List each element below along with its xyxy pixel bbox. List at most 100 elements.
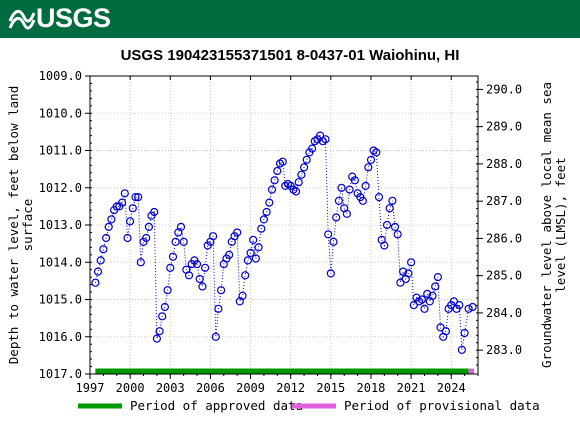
data-point-86 xyxy=(321,135,330,144)
data-point-3 xyxy=(99,245,108,254)
data-point-15 xyxy=(131,193,140,202)
data-point-115 xyxy=(399,267,408,276)
y-right-tick-label-7: 283.0 xyxy=(486,343,522,357)
groundwater-chart: USGS 190423155371501 8-0437-01 Waiohinu,… xyxy=(6,47,568,413)
data-point-13 xyxy=(126,217,135,226)
usgs-logo-text: USGS xyxy=(36,3,111,33)
x-tick-label-9: 2024 xyxy=(437,381,466,395)
y-left-tick-label-7: 1016.0 xyxy=(39,330,82,344)
data-point-102 xyxy=(364,163,373,172)
data-point-2 xyxy=(96,256,105,265)
data-point-105 xyxy=(372,148,381,157)
data-point-124 xyxy=(423,289,432,298)
data-point-59 xyxy=(249,235,258,244)
data-point-118 xyxy=(407,258,416,267)
data-point-41 xyxy=(201,263,210,272)
data-point-55 xyxy=(238,291,247,300)
y-left-tick-label-8: 1017.0 xyxy=(39,367,82,381)
data-point-140 xyxy=(468,302,477,312)
data-point-35 xyxy=(184,271,194,280)
data-point-95 xyxy=(345,185,354,194)
data-point-66 xyxy=(267,185,277,194)
data-point-136 xyxy=(455,301,464,310)
data-point-112 xyxy=(390,222,400,231)
data-point-76 xyxy=(294,178,303,187)
y-left-tick-label-1: 1010.0 xyxy=(39,106,82,120)
x-tick-label-7: 2018 xyxy=(357,381,386,395)
x-axis-ticks: 1997 2000 2003 2006 2009 2012 2015 2018 2021 2024 xyxy=(76,76,479,395)
data-point-113 xyxy=(393,230,402,239)
legend-label-approved: Period of approved data xyxy=(130,398,303,413)
data-point-12 xyxy=(123,233,132,243)
data-point-137 xyxy=(457,345,466,354)
y-left-axis-label-line2: surface xyxy=(20,199,35,252)
data-point-101 xyxy=(361,181,370,190)
data-point-38 xyxy=(192,260,202,269)
data-point-16 xyxy=(134,193,143,202)
data-point-62 xyxy=(257,224,266,233)
data-point-103 xyxy=(366,155,376,164)
data-point-94 xyxy=(342,209,351,218)
data-point-25 xyxy=(158,312,167,321)
data-point-32 xyxy=(176,222,186,231)
legend: Period of approved data Period of provisi… xyxy=(78,398,540,413)
data-point-20 xyxy=(144,222,153,231)
usgs-logo-icon xyxy=(8,10,36,30)
data-point-53 xyxy=(233,228,242,237)
data-point-28 xyxy=(166,263,175,272)
data-point-11 xyxy=(120,189,129,198)
data-point-67 xyxy=(270,176,279,185)
data-point-40 xyxy=(198,282,207,291)
data-point-61 xyxy=(254,243,263,252)
usgs-header-bar: USGS xyxy=(0,0,580,38)
data-point-97 xyxy=(350,176,359,185)
x-tick-label-3: 2006 xyxy=(196,381,225,395)
data-point-114 xyxy=(396,278,405,287)
data-point-117 xyxy=(404,269,413,278)
data-point-39 xyxy=(195,274,204,284)
data-point-81 xyxy=(308,144,317,153)
y-left-tick-label-0: 1009.0 xyxy=(39,69,82,83)
data-point-108 xyxy=(380,241,389,250)
data-point-46 xyxy=(214,304,223,313)
y-left-axis-label-line1: Depth to water level, feet below land xyxy=(6,86,21,364)
data-point-47 xyxy=(217,286,226,295)
data-point-33 xyxy=(179,237,188,246)
x-tick-label-5: 2012 xyxy=(276,381,305,395)
x-tick-label-2: 2003 xyxy=(156,381,185,395)
y-right-axis-ticks: 290.0 289.0 288.0 287.0 286.0 285.0 284.0 283.0 xyxy=(476,81,522,366)
data-point-70 xyxy=(278,157,287,166)
data-point-79 xyxy=(302,155,311,164)
y-right-tick-label-3: 287.0 xyxy=(486,194,522,208)
data-point-138 xyxy=(460,328,469,338)
data-point-17 xyxy=(136,258,145,267)
data-point-26 xyxy=(160,302,169,312)
data-point-87 xyxy=(324,230,333,239)
data-point-6 xyxy=(107,215,116,224)
data-point-50 xyxy=(225,250,234,259)
data-point-106 xyxy=(374,193,384,202)
data-point-24 xyxy=(155,327,164,336)
y-left-tick-label-5: 1014.0 xyxy=(39,255,82,269)
data-point-5 xyxy=(104,222,113,231)
y-left-tick-label-4: 1013.0 xyxy=(39,218,82,232)
data-point-1 xyxy=(93,267,103,276)
data-point-90 xyxy=(332,213,341,222)
y-right-tick-label-6: 284.0 xyxy=(486,306,522,320)
y-right-axis-label-line2: level (LMSL), feet xyxy=(553,157,568,292)
x-tick-label-6: 2015 xyxy=(316,381,345,395)
y-left-tick-label-2: 1011.0 xyxy=(39,144,82,158)
data-point-128 xyxy=(433,273,442,282)
data-point-64 xyxy=(262,207,271,217)
x-tick-label-4: 2009 xyxy=(236,381,265,395)
series-line-0 xyxy=(94,134,473,350)
data-point-75 xyxy=(291,187,301,196)
data-point-110 xyxy=(385,204,394,213)
data-point-65 xyxy=(265,198,274,207)
data-point-45 xyxy=(211,332,220,341)
data-point-129 xyxy=(436,323,445,332)
data-point-60 xyxy=(251,254,260,263)
data-point-68 xyxy=(273,166,282,176)
data-point-58 xyxy=(246,248,255,257)
data-point-126 xyxy=(428,291,437,300)
